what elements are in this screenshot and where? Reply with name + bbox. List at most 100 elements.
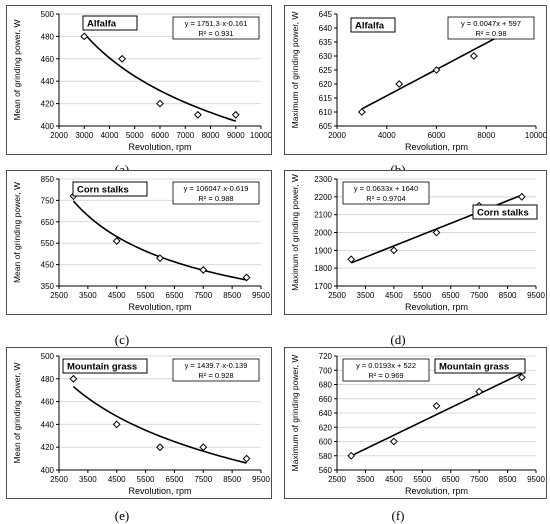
y-tick-label: 720 xyxy=(319,352,333,361)
y-axis-label: Maximum of grinding power, W xyxy=(290,12,300,129)
x-tick-label: 9000 xyxy=(227,131,245,140)
y-tick-label: 450 xyxy=(41,261,55,270)
data-point xyxy=(432,66,441,74)
equation-box xyxy=(172,358,260,382)
data-point xyxy=(469,52,478,60)
data-point xyxy=(112,420,121,429)
equation-text: y = 1439.7·x-0.139 xyxy=(185,361,248,370)
trend-line xyxy=(72,386,247,464)
y-tick-label: 635 xyxy=(319,38,333,47)
x-tick-label: 9500 xyxy=(252,291,270,300)
equation-text: y = 0.0633x + 1640 xyxy=(354,184,418,193)
material-label: Alfalfa xyxy=(355,21,385,32)
trend-line xyxy=(72,200,247,281)
x-tick-label: 5500 xyxy=(137,475,155,484)
data-point xyxy=(199,266,208,274)
material-label-box xyxy=(350,17,396,33)
x-tick-label: 9500 xyxy=(527,291,545,300)
x-tick-label: 5500 xyxy=(413,291,431,300)
trend-line xyxy=(83,33,236,122)
y-tick-label: 700 xyxy=(319,366,333,375)
y-tick-label: 2100 xyxy=(314,211,332,220)
data-point xyxy=(242,454,251,463)
equation-text: y = 106047·x-0.619 xyxy=(184,184,249,193)
panel-caption: (c) xyxy=(114,332,130,347)
y-tick-label: 650 xyxy=(41,218,55,227)
data-point xyxy=(112,237,121,245)
y-tick-label: 680 xyxy=(319,381,333,390)
y-tick-label: 620 xyxy=(319,80,333,89)
chart-panel: 605 610 615 620 625 630 635 640 645 2000 4000 6000 8… xyxy=(284,5,547,155)
y-tick-label: 550 xyxy=(41,239,55,248)
equation-box xyxy=(342,181,430,205)
x-tick-label: 4500 xyxy=(108,291,126,300)
chart-svg: 350 450 550 650 750 850 2500 3500 4500 5500 6500 75… xyxy=(12,175,270,312)
data-point xyxy=(242,273,251,282)
equation-box xyxy=(172,16,260,40)
data-point xyxy=(517,373,526,382)
data-point xyxy=(475,387,484,396)
data-point xyxy=(156,99,164,108)
x-tick-label: 2000 xyxy=(50,131,68,140)
y-axis-label: Mean of grinding power, W xyxy=(12,362,22,463)
data-point xyxy=(389,437,398,446)
y-tick-label: 600 xyxy=(319,438,333,447)
y-tick-label: 400 xyxy=(41,122,55,131)
x-tick-label: 7500 xyxy=(470,475,488,484)
chart-panel: 1700 1800 1900 2000 2100 2200 2300 2500 3500 4500… xyxy=(284,170,547,315)
y-tick-label: 2300 xyxy=(314,175,332,184)
y-axis-label: Maximum of grinding power, W xyxy=(290,355,300,472)
x-tick-label: 4000 xyxy=(378,131,396,140)
data-point xyxy=(389,246,398,255)
y-tick-label: 610 xyxy=(319,108,333,117)
y-tick-label: 460 xyxy=(41,55,55,64)
equation-text: y = 0.0193x + 522 xyxy=(356,361,416,370)
panel-caption: (f) xyxy=(391,508,405,523)
y-tick-label: 640 xyxy=(319,24,333,33)
y-tick-label: 615 xyxy=(319,94,333,103)
y-tick-label: 645 xyxy=(319,10,333,19)
r-squared-text: R² = 0.988 xyxy=(198,194,233,203)
y-tick-label: 480 xyxy=(41,32,55,41)
data-point xyxy=(517,192,526,201)
data-point xyxy=(193,110,202,119)
x-tick-label: 8500 xyxy=(223,291,241,300)
x-tick-label: 3500 xyxy=(357,475,375,484)
y-axis-label: Mean of grinding power, W xyxy=(12,19,22,120)
material-label-box xyxy=(62,358,148,374)
panel-caption: (e) xyxy=(114,508,130,523)
x-tick-label: 4500 xyxy=(385,475,403,484)
material-label-box xyxy=(82,15,138,31)
x-tick-label: 9500 xyxy=(252,475,270,484)
data-point xyxy=(231,110,240,119)
material-label-box xyxy=(472,204,538,220)
x-tick-label: 6000 xyxy=(428,131,446,140)
x-tick-label: 3500 xyxy=(79,291,97,300)
y-tick-label: 630 xyxy=(319,52,333,61)
data-point xyxy=(156,443,164,452)
equation-text: y = 0.0047x + 597 xyxy=(461,19,521,28)
material-label: Alfalfa xyxy=(87,19,117,30)
r-squared-text: R² = 0.9704 xyxy=(366,194,405,203)
data-point xyxy=(432,401,441,410)
y-tick-label: 640 xyxy=(319,409,333,418)
y-tick-label: 2000 xyxy=(314,229,332,238)
x-tick-label: 4000 xyxy=(101,131,119,140)
y-tick-label: 580 xyxy=(319,452,333,461)
y-tick-label: 620 xyxy=(319,423,333,432)
data-point xyxy=(347,255,356,264)
x-tick-label: 6500 xyxy=(442,291,460,300)
y-tick-label: 480 xyxy=(41,375,55,384)
x-axis-label: Revolution, rpm xyxy=(405,486,468,496)
x-tick-label: 3500 xyxy=(357,291,375,300)
r-squared-text: R² = 0.928 xyxy=(198,371,233,380)
r-squared-text: R² = 0.969 xyxy=(368,371,403,380)
x-tick-label: 4500 xyxy=(108,475,126,484)
y-tick-label: 560 xyxy=(319,466,333,475)
y-tick-label: 500 xyxy=(41,10,55,19)
chart-panel: 350 450 550 650 750 850 2500 3500 4500 5500 6500 75… xyxy=(6,170,272,315)
y-tick-label: 400 xyxy=(41,466,55,475)
y-tick-label: 420 xyxy=(41,100,55,109)
panel-caption: (d) xyxy=(390,332,406,347)
